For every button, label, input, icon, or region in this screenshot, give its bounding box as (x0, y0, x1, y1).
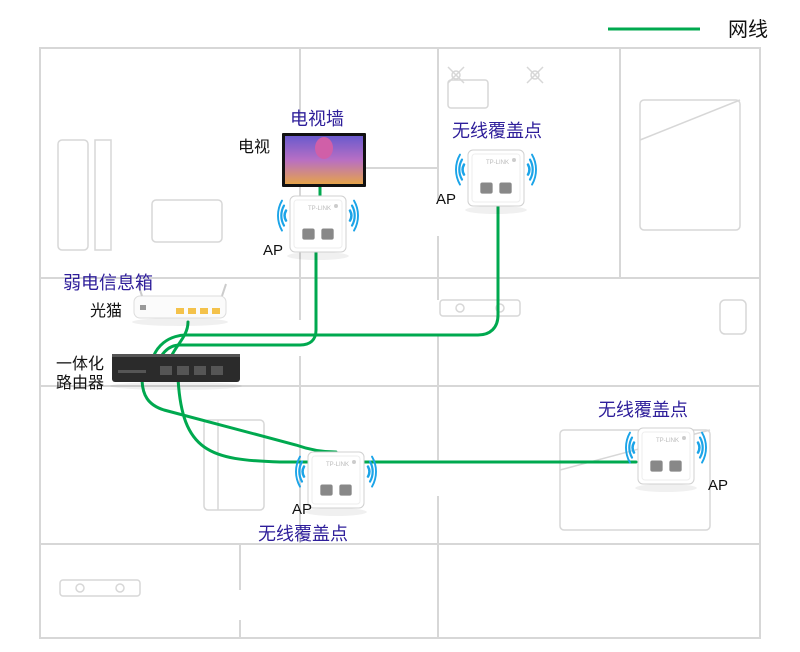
tv-icon (282, 133, 366, 187)
label-tv: 电视 (238, 138, 270, 156)
ap-icon: TP-LINK (278, 196, 358, 260)
label-ap_top_left: AP (263, 242, 283, 259)
svg-text:TP-LINK: TP-LINK (308, 206, 331, 212)
label-ap_bot_right_lbl: 无线覆盖点 (598, 400, 688, 420)
svg-text:TP-LINK: TP-LINK (656, 438, 679, 444)
label-ap_top_right_lbl: 无线覆盖点 (452, 121, 542, 141)
svg-text:TP-LINK: TP-LINK (486, 160, 509, 166)
label-modem: 光猫 (90, 302, 122, 320)
ap-icon: TP-LINK (626, 428, 706, 492)
label-tv_wall: 电视墙 (290, 109, 344, 129)
network-diagram: TP-LINK TP-LINK TP-LINK TP-LINK 网线 电视墙电视弱电信… (0, 0, 800, 652)
label-ap_bot_left_lbl: 无线覆盖点 (258, 524, 348, 544)
legend: 网线 (608, 18, 768, 41)
label-ap_top_right: AP (436, 191, 456, 208)
legend-label: 网线 (728, 18, 768, 41)
label-router_l1: 一体化 (56, 355, 104, 373)
label-router_l2: 路由器 (56, 374, 104, 392)
label-ap_bot_left: AP (292, 501, 312, 518)
label-ap_bot_right: AP (708, 477, 728, 494)
svg-text:TP-LINK: TP-LINK (326, 462, 349, 468)
router-icon (110, 354, 242, 390)
floorplan (40, 48, 760, 638)
ap-icon: TP-LINK (456, 150, 536, 214)
label-weak_box: 弱电信息箱 (63, 273, 153, 293)
